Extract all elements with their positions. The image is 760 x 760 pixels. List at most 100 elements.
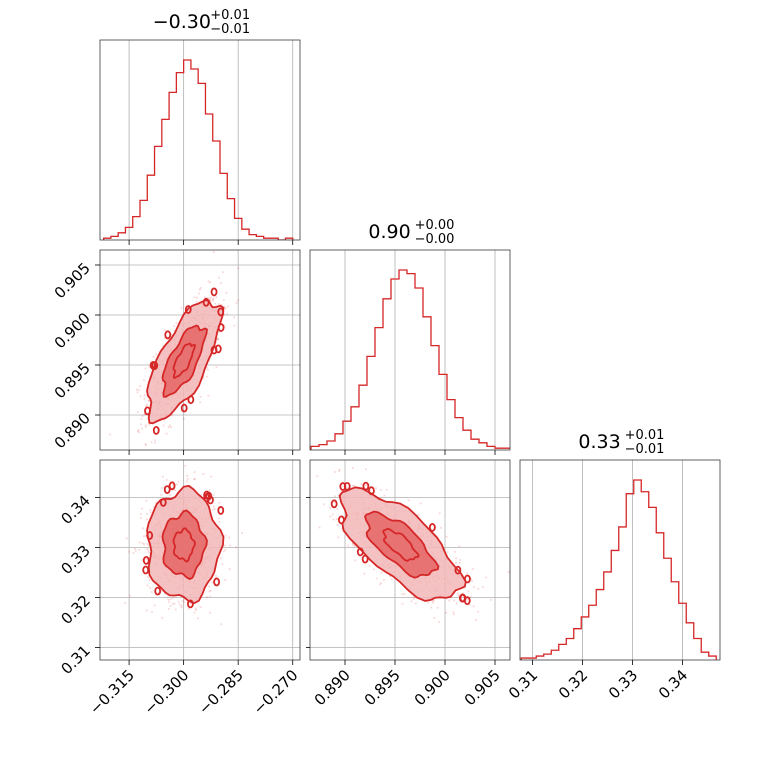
sample-point [170,333,173,336]
sample-point [224,307,227,310]
sample-point [202,377,205,380]
contour-island [343,481,351,491]
sample-point [379,497,382,499]
sample-point [338,468,341,471]
sample-point [187,607,190,610]
scatter-content [100,250,300,454]
sample-point [168,494,171,496]
contour-island [159,498,167,507]
sample-point [147,548,150,551]
sample-point [202,473,205,475]
sample-point [144,443,147,446]
x-tick-label: 0.31 [505,666,541,702]
scatter-content [310,460,510,660]
sample-point [167,598,170,601]
sample-point [157,592,160,595]
sample-point [218,331,221,333]
sample-point [139,385,141,387]
contour-island [214,344,222,354]
sample-point [200,494,202,497]
sample-point [333,501,336,504]
sample-point [208,299,211,302]
sample-point [383,579,385,581]
sample-point [174,489,176,492]
sample-point [222,299,225,301]
sample-point [471,580,473,582]
sample-point [472,605,475,608]
x-tick-label: 0.32 [555,666,591,702]
sample-point [364,484,367,486]
contour-fill-1 [162,510,207,579]
sample-point [174,452,176,454]
sample-point [224,534,227,537]
sample-point [209,611,212,614]
title-value-2: 0.33 [578,431,620,453]
contour-island [454,565,462,575]
x-tick-label: −0.315 [86,666,138,718]
sample-point [466,598,469,601]
axes-frame [309,249,511,451]
sample-point [215,296,218,299]
sample-point [212,297,215,300]
sample-point [149,587,152,589]
sample-point [141,507,143,510]
sample-point [389,574,391,577]
sample-point [193,296,196,299]
contour-island [210,287,218,297]
sample-point [466,572,468,575]
sample-point [143,397,146,400]
sample-point [140,418,143,420]
sample-point [334,495,336,498]
sample-point [180,604,183,607]
sample-point [336,524,339,526]
sample-point [141,542,144,545]
sample-point [139,395,142,398]
sample-point [412,598,415,600]
sample-point [346,487,349,490]
sample-point [401,593,404,596]
sample-point [233,324,236,327]
sample-point [459,559,462,561]
sample-point [199,401,202,404]
sample-point [194,607,197,610]
sample-point [180,307,183,310]
contour-fill-1 [162,325,207,397]
axes-frame [99,459,301,661]
sample-point [145,534,147,537]
sample-point [336,508,339,510]
sample-point [217,338,220,341]
contour-island [217,506,225,515]
sample-point [165,496,168,499]
contour-island [187,395,195,405]
sample-point [186,401,189,404]
sample-point [352,544,355,547]
sample-point [180,606,183,609]
sample-point [335,518,338,520]
sample-point [228,536,230,539]
sample-point [207,280,210,283]
sample-point [430,606,433,609]
sample-point [225,291,228,294]
sample-point [472,568,474,571]
sample-point [216,337,219,340]
sample-point [151,611,153,614]
sample-point [193,611,196,614]
sample-point [170,426,172,429]
sample-point [445,611,448,614]
sample-point [146,518,148,521]
sample-point [207,297,209,299]
sample-point [452,611,455,614]
sample-point [160,493,163,496]
sample-point [417,513,420,516]
y-tick-label: 0.905 [51,259,94,302]
sample-point [147,399,150,402]
y-tick-label: 0.890 [51,409,94,452]
sample-point [174,608,177,611]
sample-point [217,276,220,279]
sample-point [148,399,150,402]
sample-point [146,584,149,587]
sample-point [183,601,186,604]
sample-point [138,431,140,434]
contour-island [180,403,188,413]
sample-point [194,478,196,481]
